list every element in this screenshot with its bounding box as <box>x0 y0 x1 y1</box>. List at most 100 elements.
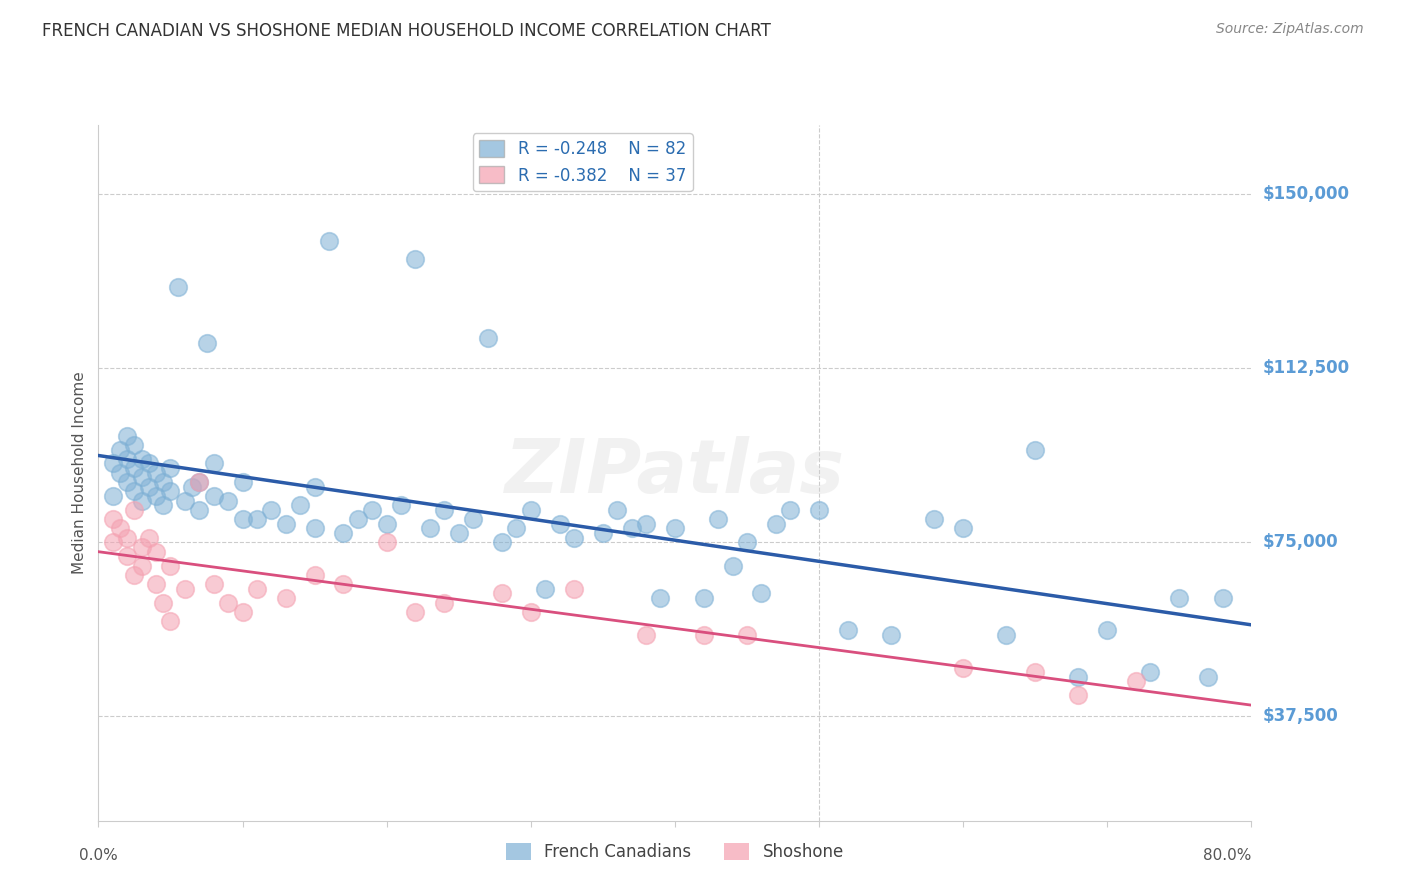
Point <box>735 535 758 549</box>
Point <box>231 512 254 526</box>
Point <box>880 628 903 642</box>
Point <box>195 335 218 350</box>
Point <box>124 484 146 499</box>
Point <box>274 516 297 531</box>
Point <box>117 475 138 489</box>
Text: Source: ZipAtlas.com: Source: ZipAtlas.com <box>1216 22 1364 37</box>
Point <box>138 480 160 494</box>
Text: $37,500: $37,500 <box>1263 707 1339 725</box>
Point <box>375 516 398 531</box>
Point <box>124 567 146 582</box>
Point <box>131 540 153 554</box>
Point <box>188 475 211 489</box>
Point <box>304 480 326 494</box>
Point <box>108 466 131 480</box>
Point <box>477 331 499 345</box>
Point <box>837 624 859 638</box>
Point <box>779 503 801 517</box>
Point <box>332 526 354 541</box>
Point <box>650 591 672 605</box>
Point <box>1168 591 1191 605</box>
Point <box>505 521 527 535</box>
Point <box>375 535 398 549</box>
Point <box>491 535 513 549</box>
Text: $112,500: $112,500 <box>1263 359 1350 377</box>
Point <box>131 493 153 508</box>
Point <box>765 516 787 531</box>
Text: ZIPatlas: ZIPatlas <box>505 436 845 509</box>
Point <box>101 457 124 471</box>
Point <box>1097 624 1119 638</box>
Point <box>922 512 945 526</box>
Point <box>145 489 167 503</box>
Point <box>260 503 283 517</box>
Point <box>188 475 211 489</box>
Point <box>447 526 470 541</box>
Text: 0.0%: 0.0% <box>79 848 118 863</box>
Legend: French Canadians, Shoshone: French Canadians, Shoshone <box>499 837 851 868</box>
Point <box>606 503 628 517</box>
Point <box>202 457 225 471</box>
Point <box>274 591 297 605</box>
Point <box>159 461 181 475</box>
Point <box>131 558 153 573</box>
Point <box>108 521 131 535</box>
Point <box>520 605 543 619</box>
Point <box>433 596 456 610</box>
Point <box>159 484 181 499</box>
Point <box>433 503 456 517</box>
Text: $75,000: $75,000 <box>1263 533 1339 551</box>
Text: $150,000: $150,000 <box>1263 186 1350 203</box>
Point <box>174 493 197 508</box>
Point <box>592 526 614 541</box>
Point <box>108 442 131 457</box>
Point <box>117 531 138 545</box>
Point <box>304 521 326 535</box>
Point <box>145 577 167 591</box>
Point <box>188 503 211 517</box>
Point <box>1024 442 1046 457</box>
Point <box>166 280 188 294</box>
Point <box>246 582 269 596</box>
Point <box>231 605 254 619</box>
Point <box>152 475 174 489</box>
Point <box>1067 670 1090 684</box>
Point <box>952 660 974 674</box>
Point <box>1024 665 1046 680</box>
Point <box>361 503 384 517</box>
Point <box>290 498 312 512</box>
Point <box>152 498 174 512</box>
Point <box>389 498 412 512</box>
Point <box>217 596 239 610</box>
Point <box>217 493 239 508</box>
Point <box>124 461 146 475</box>
Text: 80.0%: 80.0% <box>1204 848 1251 863</box>
Y-axis label: Median Household Income: Median Household Income <box>72 371 87 574</box>
Point <box>332 577 354 591</box>
Point <box>952 521 974 535</box>
Point <box>181 480 204 494</box>
Text: FRENCH CANADIAN VS SHOSHONE MEDIAN HOUSEHOLD INCOME CORRELATION CHART: FRENCH CANADIAN VS SHOSHONE MEDIAN HOUSE… <box>42 22 770 40</box>
Point <box>751 586 773 600</box>
Point <box>405 605 427 619</box>
Point <box>101 489 124 503</box>
Point <box>620 521 643 535</box>
Point <box>419 521 441 535</box>
Point <box>231 475 254 489</box>
Point <box>562 582 585 596</box>
Point <box>1067 689 1090 703</box>
Point <box>152 596 174 610</box>
Point <box>145 466 167 480</box>
Point <box>117 549 138 564</box>
Point <box>534 582 557 596</box>
Point <box>636 516 658 531</box>
Point <box>131 451 153 466</box>
Point <box>735 628 758 642</box>
Point <box>995 628 1018 642</box>
Point <box>138 457 160 471</box>
Point <box>1139 665 1161 680</box>
Point <box>101 535 124 549</box>
Point <box>246 512 269 526</box>
Point <box>405 252 427 267</box>
Point <box>636 628 658 642</box>
